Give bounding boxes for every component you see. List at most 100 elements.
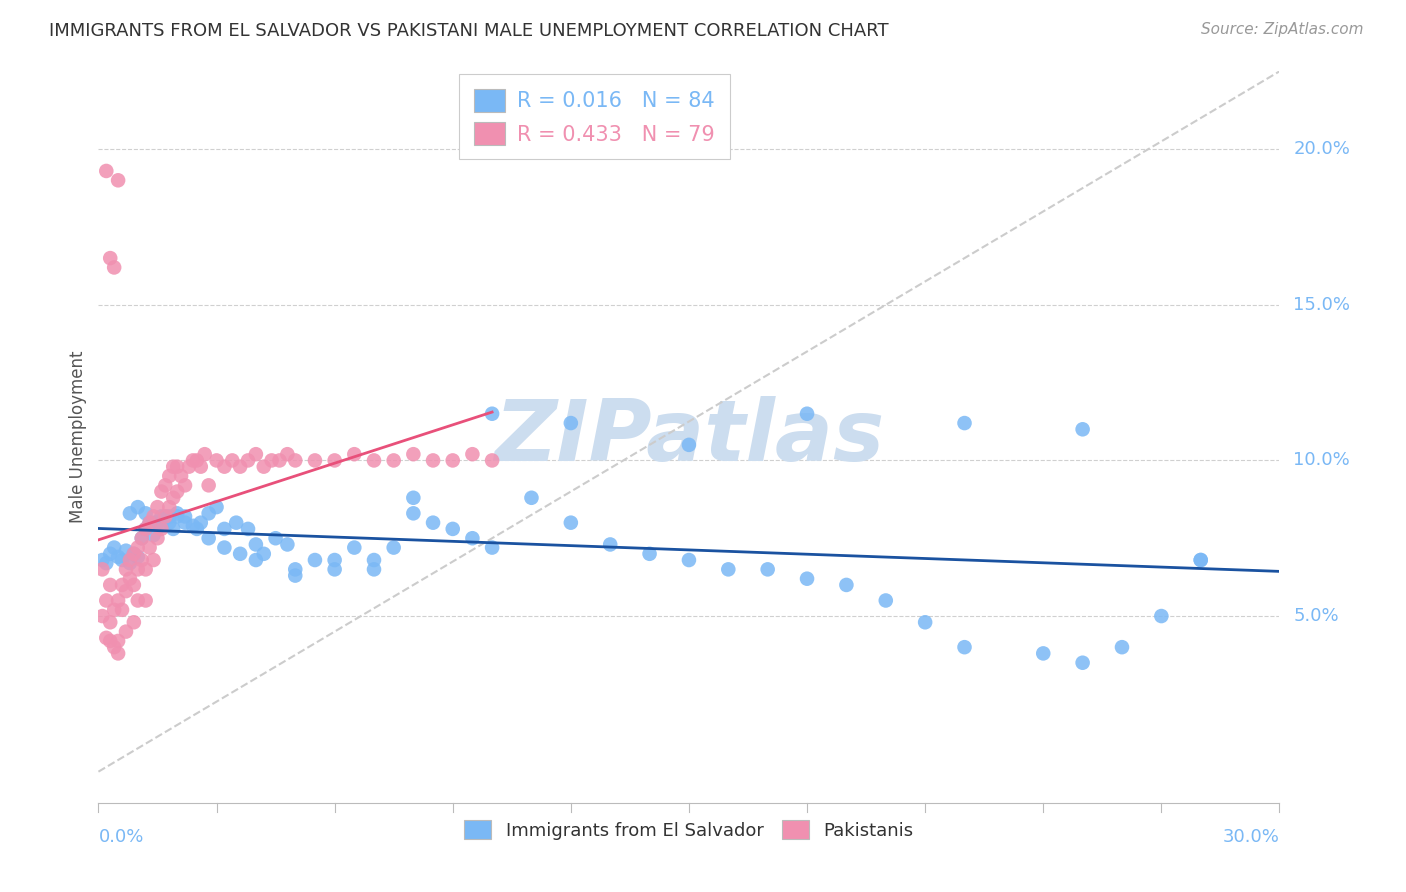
Point <box>111 578 134 592</box>
Point <box>481 541 503 555</box>
Point <box>197 506 219 520</box>
Point <box>118 556 141 570</box>
Point <box>127 562 149 576</box>
Point <box>461 531 484 545</box>
Point <box>131 531 153 545</box>
Point <box>205 453 228 467</box>
Point <box>157 500 180 515</box>
Point <box>835 578 858 592</box>
Point <box>135 522 157 536</box>
Point <box>98 547 121 561</box>
Point <box>190 516 212 530</box>
Point <box>181 518 204 533</box>
Point <box>599 537 621 551</box>
Point <box>98 634 121 648</box>
Point <box>245 553 267 567</box>
Point <box>174 516 197 530</box>
Point <box>91 609 114 624</box>
Point <box>678 438 700 452</box>
Point <box>717 562 740 576</box>
Point <box>118 553 141 567</box>
Point <box>953 640 976 655</box>
Point <box>284 453 307 467</box>
Point <box>245 447 267 461</box>
Point <box>127 549 149 564</box>
Point <box>1189 553 1212 567</box>
Point <box>481 453 503 467</box>
Point <box>264 531 287 545</box>
Point <box>441 522 464 536</box>
Point <box>363 562 385 576</box>
Point <box>343 447 366 461</box>
Point <box>98 251 121 265</box>
Point <box>131 553 153 567</box>
Point <box>135 593 157 607</box>
Point <box>155 478 177 492</box>
Point <box>560 516 582 530</box>
Point <box>138 516 160 530</box>
Point <box>111 603 134 617</box>
Point <box>284 562 307 576</box>
Point <box>166 459 188 474</box>
Point <box>194 447 217 461</box>
Point <box>150 484 173 499</box>
Text: ZIPatlas: ZIPatlas <box>494 395 884 479</box>
Point <box>560 416 582 430</box>
Point <box>157 516 180 530</box>
Point <box>96 164 118 178</box>
Point <box>107 173 129 187</box>
Point <box>323 453 346 467</box>
Text: 20.0%: 20.0% <box>1294 140 1350 158</box>
Point <box>229 547 252 561</box>
Point <box>115 543 138 558</box>
Text: 0.0%: 0.0% <box>98 828 143 846</box>
Point <box>142 528 165 542</box>
Point <box>122 547 145 561</box>
Point <box>155 509 177 524</box>
Point <box>402 506 425 520</box>
Point <box>115 624 138 639</box>
Point <box>953 416 976 430</box>
Point <box>91 562 114 576</box>
Point <box>107 634 129 648</box>
Point <box>115 584 138 599</box>
Point <box>304 453 326 467</box>
Point <box>214 459 236 474</box>
Point <box>284 568 307 582</box>
Point <box>103 541 125 555</box>
Point <box>127 593 149 607</box>
Text: Source: ZipAtlas.com: Source: ZipAtlas.com <box>1201 22 1364 37</box>
Point <box>186 453 208 467</box>
Point <box>166 509 188 524</box>
Point <box>181 453 204 467</box>
Point <box>796 407 818 421</box>
Point <box>520 491 543 505</box>
Point <box>138 516 160 530</box>
Point <box>135 562 157 576</box>
Point <box>323 562 346 576</box>
Point <box>98 578 121 592</box>
Point <box>363 553 385 567</box>
Y-axis label: Male Unemployment: Male Unemployment <box>69 351 87 524</box>
Point <box>253 459 276 474</box>
Point <box>323 553 346 567</box>
Point <box>276 447 298 461</box>
Point <box>142 509 165 524</box>
Point <box>146 531 169 545</box>
Point <box>481 407 503 421</box>
Point <box>1150 609 1173 624</box>
Point <box>221 453 243 467</box>
Point <box>150 522 173 536</box>
Point <box>186 522 208 536</box>
Point <box>115 562 138 576</box>
Point <box>146 516 169 530</box>
Point <box>162 522 184 536</box>
Point <box>174 509 197 524</box>
Point <box>382 541 405 555</box>
Point <box>103 640 125 655</box>
Point <box>914 615 936 630</box>
Point <box>155 509 177 524</box>
Point <box>96 593 118 607</box>
Point <box>678 553 700 567</box>
Point <box>1032 647 1054 661</box>
